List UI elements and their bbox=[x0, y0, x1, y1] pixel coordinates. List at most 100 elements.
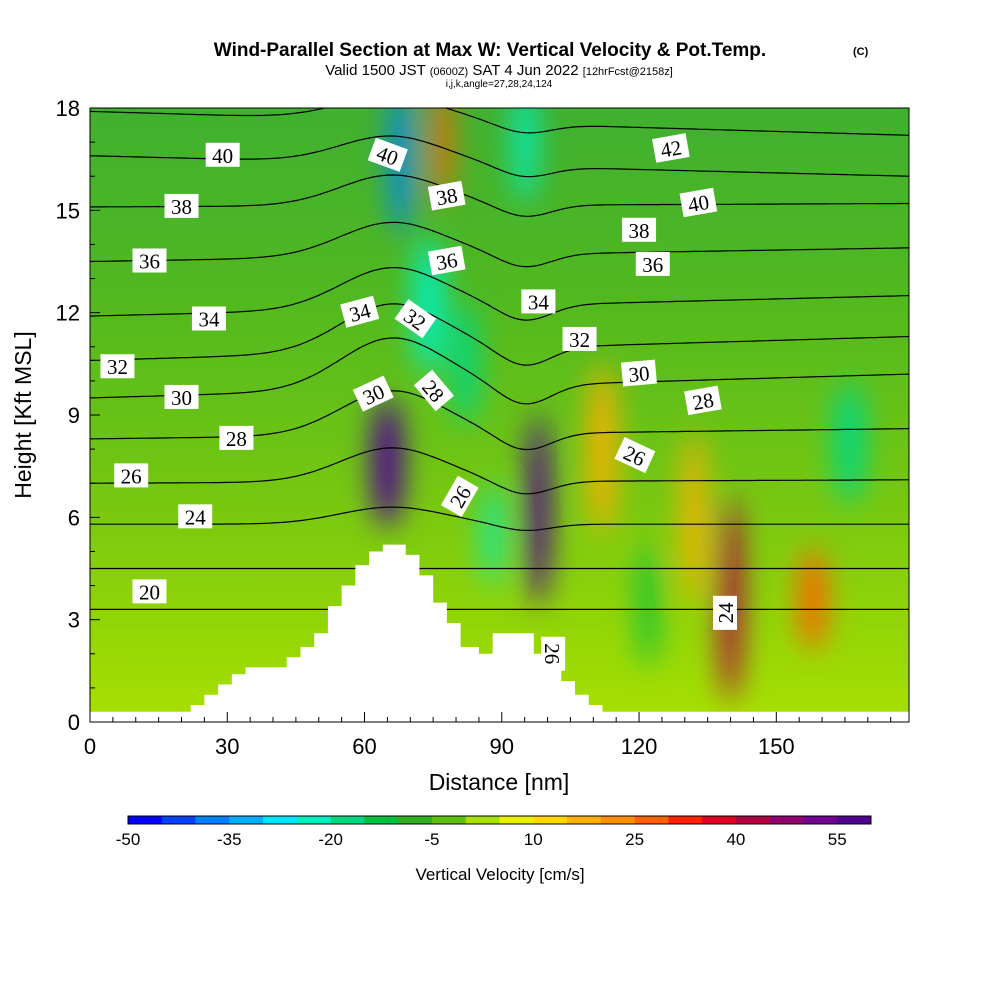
w-field-cell bbox=[433, 108, 452, 204]
theta-contour bbox=[90, 447, 909, 495]
x-tick-label: 150 bbox=[758, 734, 795, 759]
y-tick-label: 12 bbox=[56, 301, 80, 326]
svg-text:30: 30 bbox=[628, 361, 651, 387]
colorbar-tick-label: -50 bbox=[116, 830, 141, 849]
contour-label: 34 bbox=[191, 306, 226, 331]
theta-contour bbox=[90, 337, 909, 405]
colorbar-swatch bbox=[837, 816, 872, 824]
svg-text:24: 24 bbox=[714, 602, 738, 624]
w-field-cell bbox=[833, 380, 866, 504]
colorbar bbox=[127, 815, 872, 825]
w-field-cell bbox=[390, 108, 413, 235]
y-tick-label: 18 bbox=[56, 96, 80, 121]
colorbar-tick-label: 10 bbox=[524, 830, 543, 849]
x-tick-label: 30 bbox=[215, 734, 239, 759]
w-field-background bbox=[90, 108, 909, 722]
x-tick-label: 60 bbox=[352, 734, 376, 759]
colorbar-swatch bbox=[499, 816, 534, 824]
colorbar-swatch bbox=[769, 816, 804, 824]
contour-label: 36 bbox=[635, 251, 670, 277]
svg-text:36: 36 bbox=[434, 248, 459, 275]
colorbar-swatch bbox=[263, 816, 298, 824]
colorbar-tick-label: -20 bbox=[318, 830, 343, 849]
theta-contour bbox=[90, 506, 909, 532]
svg-text:38: 38 bbox=[434, 183, 459, 210]
chart-subtitle: Valid 1500 JST (0600Z) SAT 4 Jun 2022 [1… bbox=[325, 62, 673, 79]
svg-text:40: 40 bbox=[686, 190, 711, 217]
contour-label: 38 bbox=[164, 193, 199, 219]
contour-label: 26 bbox=[540, 636, 566, 671]
colorbar-tick-label: -35 bbox=[217, 830, 242, 849]
contour-label: 32 bbox=[562, 326, 597, 352]
contour-label: 38 bbox=[427, 180, 466, 211]
colorbar-swatch bbox=[398, 816, 433, 824]
terrain bbox=[90, 544, 909, 722]
colorbar-swatch bbox=[128, 816, 163, 824]
contour-label: 30 bbox=[164, 384, 199, 410]
x-axis: 0 30 60 90 120 150 bbox=[84, 712, 892, 759]
contour-label: 28 bbox=[684, 385, 722, 416]
svg-text:26: 26 bbox=[121, 464, 142, 488]
w-field-cell bbox=[526, 415, 551, 607]
colorbar-swatch bbox=[296, 816, 331, 824]
svg-text:42: 42 bbox=[659, 135, 684, 162]
contour-label: 40 bbox=[679, 187, 718, 218]
svg-text:34: 34 bbox=[528, 290, 550, 314]
x-tick-label: 90 bbox=[490, 734, 514, 759]
colorbar-swatch bbox=[195, 816, 230, 824]
colorbar-tick-label: 40 bbox=[726, 830, 745, 849]
theta-contour bbox=[90, 267, 909, 321]
svg-text:32: 32 bbox=[107, 355, 128, 379]
w-field-cell bbox=[639, 544, 658, 668]
contour-label: 20 bbox=[132, 579, 167, 604]
y-tick-label: 6 bbox=[68, 505, 80, 530]
x-tick-label: 0 bbox=[84, 734, 96, 759]
w-field-cell bbox=[483, 483, 502, 586]
colorbar-tick-label: 55 bbox=[828, 830, 847, 849]
w-field-cell bbox=[799, 548, 827, 651]
w-field-cell bbox=[682, 432, 706, 603]
contour-label: 36 bbox=[427, 245, 466, 276]
colorbar-tick-label: -5 bbox=[424, 830, 439, 849]
colorbar-swatch bbox=[364, 816, 399, 824]
contour-label: 24 bbox=[178, 504, 213, 529]
svg-text:30: 30 bbox=[171, 386, 192, 410]
colorbar-swatch bbox=[600, 816, 635, 824]
index-line: i,j,k,angle=27,28,24,124 bbox=[446, 79, 553, 90]
contour-label: 24 bbox=[712, 595, 738, 630]
contour-label: 28 bbox=[219, 425, 254, 451]
contour-label: 32 bbox=[100, 354, 135, 379]
svg-text:36: 36 bbox=[642, 253, 663, 277]
svg-text:28: 28 bbox=[691, 388, 716, 415]
chart-title: Wind-Parallel Section at Max W: Vertical… bbox=[214, 40, 766, 61]
colorbar-swatch bbox=[431, 816, 467, 824]
theta-contour bbox=[90, 174, 909, 217]
colorbar-swatch bbox=[668, 816, 703, 824]
contour-label: 42 bbox=[652, 133, 690, 163]
contour-label: 34 bbox=[521, 289, 556, 314]
colorbar-swatch bbox=[803, 816, 838, 824]
theta-contour bbox=[90, 221, 909, 268]
y-tick-label: 9 bbox=[68, 403, 80, 428]
colorbar-swatch bbox=[702, 816, 737, 824]
svg-text:32: 32 bbox=[569, 328, 590, 352]
contour-label: 38 bbox=[622, 217, 657, 243]
svg-text:28: 28 bbox=[226, 427, 247, 451]
svg-text:38: 38 bbox=[629, 219, 650, 243]
colorbar-swatch bbox=[465, 816, 500, 824]
svg-text:38: 38 bbox=[171, 195, 192, 219]
chart-title-mark: (C) bbox=[853, 46, 869, 58]
y-tick-label: 15 bbox=[56, 198, 80, 223]
svg-text:36: 36 bbox=[139, 250, 160, 274]
contour-label: 26 bbox=[114, 463, 149, 488]
colorbar-swatch bbox=[634, 816, 669, 824]
contour-label: 34 bbox=[340, 295, 380, 328]
y-tick-label: 3 bbox=[68, 608, 80, 633]
svg-text:40: 40 bbox=[212, 144, 233, 168]
w-field-cell bbox=[588, 363, 617, 535]
x-tick-label: 120 bbox=[621, 734, 658, 759]
colorbar-swatch bbox=[735, 816, 770, 824]
contour-label: 36 bbox=[132, 248, 167, 274]
colorbar-swatch bbox=[533, 816, 568, 824]
